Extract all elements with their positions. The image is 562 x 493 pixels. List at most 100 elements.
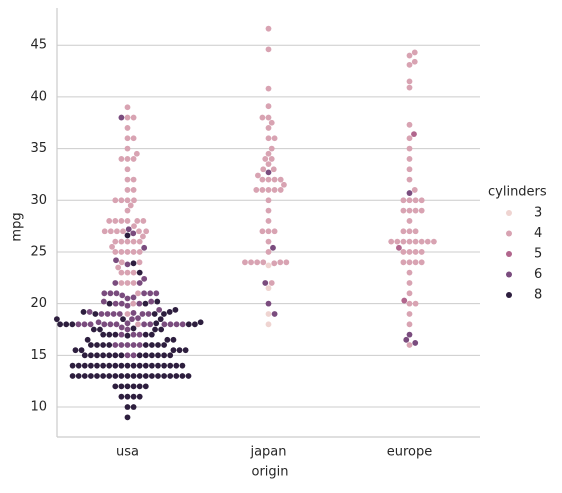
swarm-point [118,238,125,245]
swarm-point [406,228,413,235]
swarm-point [109,243,115,250]
y-tick-label: 10 [30,400,47,415]
y-tick-label: 30 [30,193,47,208]
swarm-point [107,290,114,297]
swarm-point [124,166,131,173]
swarm-point [265,25,272,32]
y-tick-label: 20 [30,296,47,311]
swarm-point [127,202,134,209]
swarm-point [57,321,64,328]
swarm-point [147,321,154,328]
swarm-point [130,269,137,276]
swarm-point [406,238,413,245]
swarm-point [411,131,417,138]
swarm-point [106,373,113,379]
swarm-point [265,207,272,214]
swarm-point [265,218,272,224]
swarm-point [145,311,152,317]
swarm-point [406,280,413,286]
swarm-point [265,135,272,142]
swarm-point [259,114,266,121]
swarm-point [412,197,419,204]
swarm-point [112,238,119,245]
swarm-point [265,150,272,157]
swarm-point [100,331,107,338]
legend-marker [506,210,512,216]
swarm-point [154,298,161,305]
swarm-point [69,373,76,379]
swarm-point [88,373,94,379]
swarm-point [265,262,272,269]
swarm-point [271,135,278,142]
swarm-point [130,362,137,369]
swarm-point [141,321,147,328]
swarm-point [124,404,131,410]
swarm-point [100,342,106,348]
y-tick-label: 45 [30,38,47,53]
swarm-point [124,261,131,268]
swarm-point [75,321,82,328]
y-tick-label: 15 [30,348,47,363]
swarm-point [418,249,425,255]
swarm-point [406,269,413,276]
swarm-point [124,352,131,359]
swarm-point [81,352,88,359]
swarm-point [161,373,168,379]
swarm-point [136,249,143,255]
swarm-point [406,145,413,152]
swarm-point [149,342,155,348]
swarm-point [124,311,131,317]
swarm-point [406,176,413,183]
swarm-point [130,325,137,332]
swarm-point [129,316,135,323]
swarm-point [114,228,120,235]
swarm-point [124,373,131,379]
swarm-point [406,156,413,162]
swarm-point [101,290,108,297]
swarm-point [142,352,149,359]
swarm-point [81,373,88,379]
swarm-point [143,228,150,235]
swarm-point [118,352,125,359]
swarm-point [424,238,431,245]
swarm-point [118,342,125,348]
swarm-point [179,321,186,328]
swarm-point [265,161,272,167]
swarm-point [112,300,119,307]
swarm-point [130,176,137,183]
swarm-point [265,176,272,183]
swarm-point [130,393,137,400]
swarm-point [401,297,408,304]
swarm-point [167,352,174,359]
swarm-point [135,321,141,328]
swarm-point [179,362,186,369]
swarm-point [130,294,137,301]
legend-label: 3 [534,206,542,221]
swarm-point [151,311,158,317]
swarm-point [142,362,149,369]
swarm-point [271,311,278,317]
swarm-point [124,232,131,239]
swarm-point [268,119,275,126]
swarm-point [141,290,147,297]
swarm-point [155,373,161,379]
swarm-point [400,197,407,204]
swarm-point [69,362,76,369]
swarm-point [148,331,155,338]
swarm-point [394,238,401,245]
swarm-point [406,207,413,214]
swarm-point [136,238,143,245]
swarm-point [253,187,260,193]
swarm-point [412,259,419,266]
swarm-point [262,156,269,162]
swarm-point [166,309,173,315]
swarm-point [136,331,143,338]
swarm-point [124,135,131,142]
swarm-point [107,321,114,328]
swarm-point [153,320,160,327]
swarm-point [112,331,119,338]
swarm-point [101,321,108,328]
swarm-point [170,336,177,343]
swarm-point [406,218,413,224]
